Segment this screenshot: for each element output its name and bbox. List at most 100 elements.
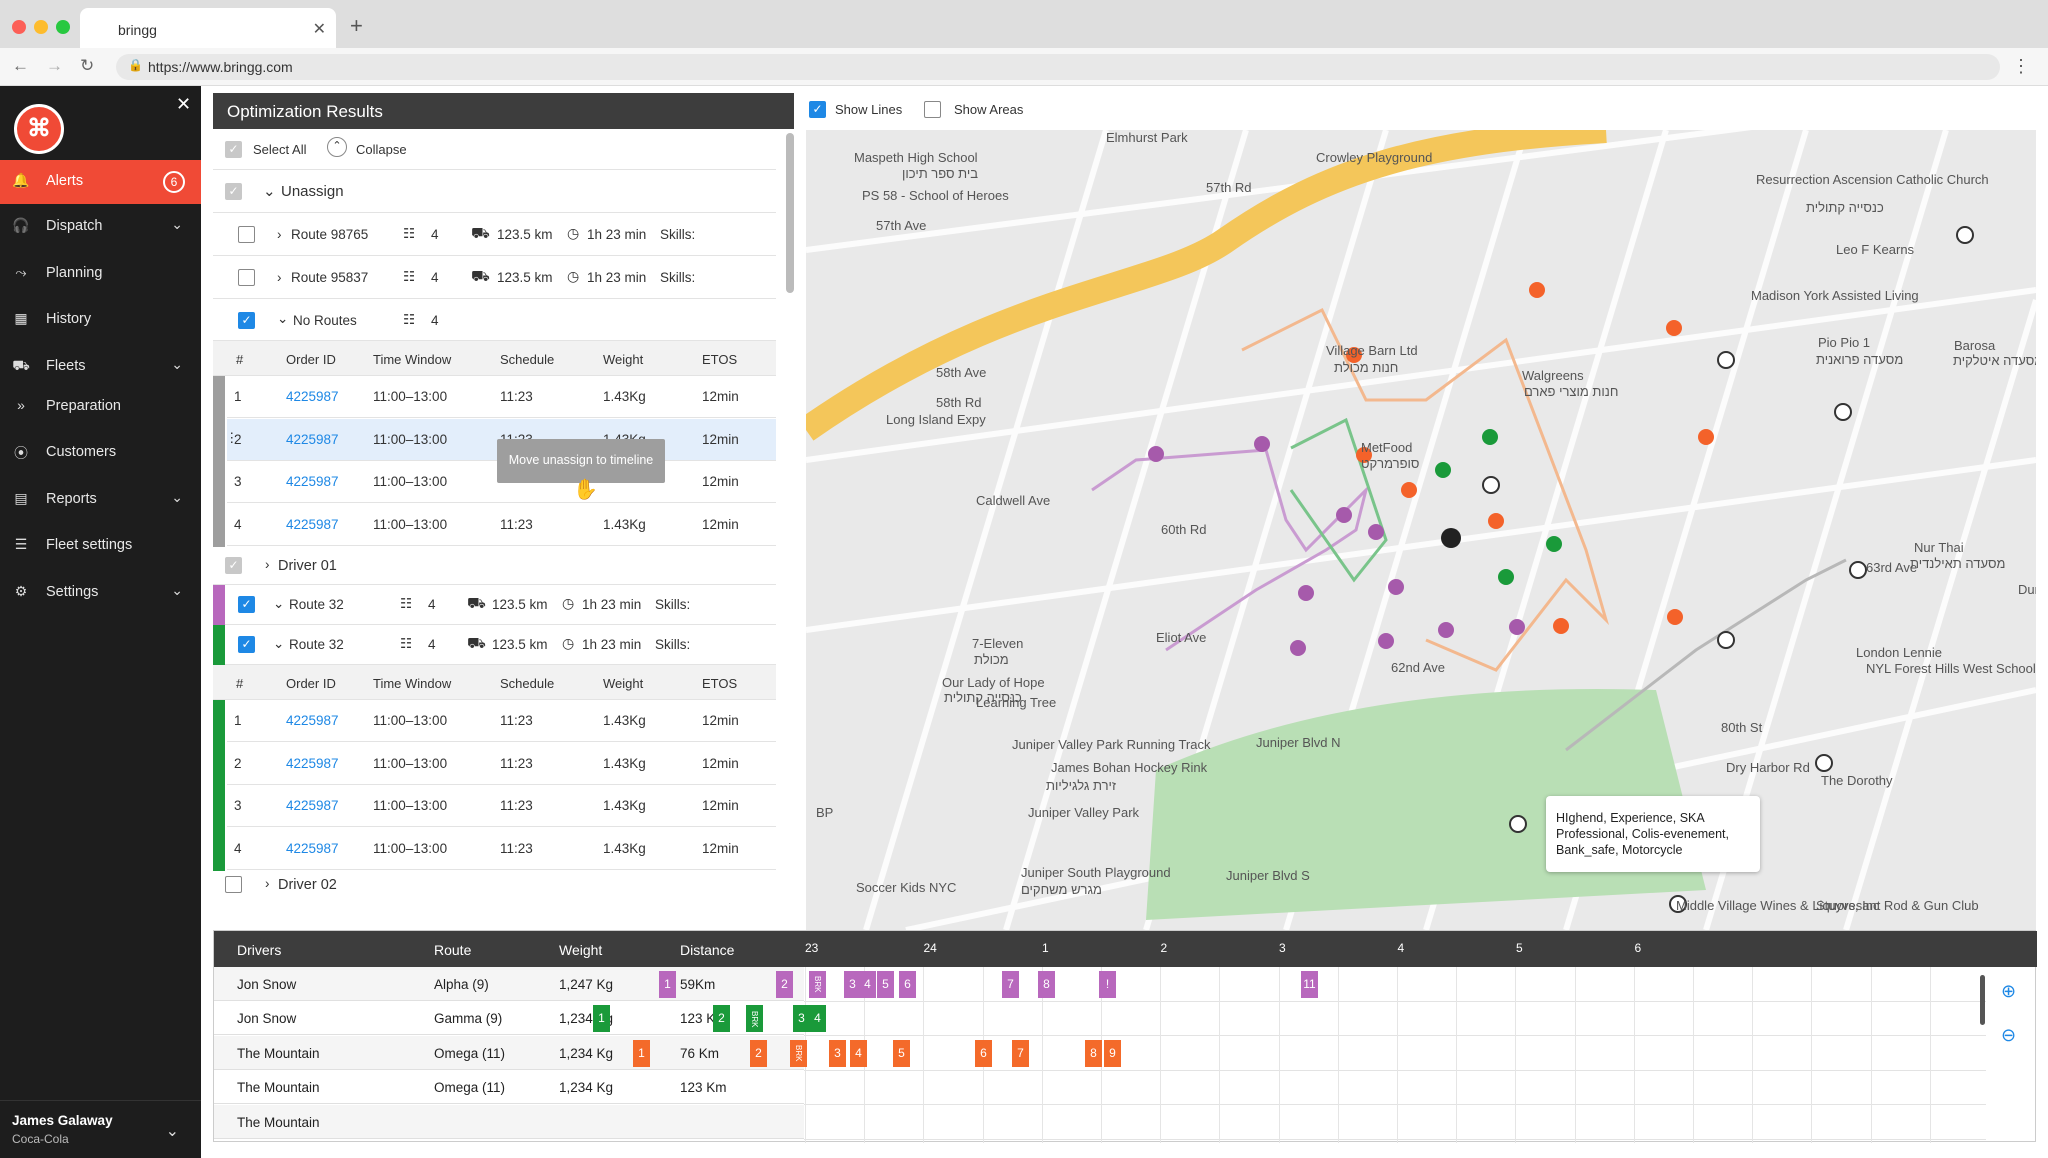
sidebar-item-fleet-settings[interactable]: ☰ Fleet settings bbox=[0, 524, 201, 568]
order-row[interactable]: 4 4225987 11:00–13:00 11:23 1.43Kg 12min bbox=[227, 504, 776, 547]
order-id[interactable]: 4225987 bbox=[286, 431, 339, 447]
zoom-in-icon[interactable]: ⊕ bbox=[2001, 981, 2017, 1001]
order-row[interactable]: 1 4225987 11:00–13:00 11:23 1.43Kg 12min bbox=[227, 700, 776, 742]
timeline-stop[interactable]: 2 bbox=[713, 1005, 730, 1033]
sidebar-close-icon[interactable]: ✕ bbox=[176, 94, 192, 114]
timeline-stop[interactable]: 1 bbox=[633, 1039, 650, 1067]
order-row[interactable]: 2 4225987 11:00–13:00 11:23 1.43Kg 12min bbox=[227, 743, 776, 785]
timeline-stop[interactable]: 3 bbox=[844, 971, 861, 998]
no-routes-checkbox[interactable]: ✓ bbox=[238, 312, 255, 329]
timeline-stop[interactable]: 3 bbox=[793, 1005, 810, 1033]
no-routes-row[interactable]: ✓ ⌄ No Routes ☷ 4 bbox=[213, 300, 776, 341]
unassign-group-row[interactable]: ✓ ⌄ Unassign bbox=[213, 171, 776, 213]
order-id[interactable]: 4225987 bbox=[286, 474, 339, 490]
driver-checkbox[interactable]: ✓ bbox=[225, 557, 242, 574]
timeline-stop[interactable]: BRK bbox=[746, 1005, 763, 1033]
route-map[interactable]: Elmhurst Park Maspeth High School בית ספר … bbox=[806, 130, 2036, 930]
timeline-driver: The Mountain bbox=[237, 1114, 320, 1130]
timeline-stop[interactable]: 1 bbox=[659, 971, 676, 998]
timeline-stop[interactable]: 2 bbox=[776, 971, 793, 998]
sidebar-item-fleets[interactable]: ⛟ Fleets ⌄ bbox=[0, 345, 201, 389]
timeline-hour-label: 5 bbox=[1516, 941, 1523, 955]
sidebar-item-reports[interactable]: ▤ Reports ⌄ bbox=[0, 478, 201, 522]
route-row[interactable]: › Route 95837 ☷ 4 ⛟ 123.5 km ◷ 1h 23 min… bbox=[213, 257, 776, 299]
timeline-row[interactable]: The Mountain bbox=[214, 1104, 804, 1139]
timeline-stop[interactable]: 4 bbox=[809, 1005, 826, 1033]
order-id[interactable]: 4225987 bbox=[286, 713, 339, 728]
close-window-icon[interactable] bbox=[12, 20, 26, 34]
timeline-stop[interactable]: 1 bbox=[593, 1005, 610, 1033]
timeline-stop[interactable]: 2 bbox=[750, 1039, 767, 1067]
sidebar-item-settings[interactable]: ⚙ Settings ⌄ bbox=[0, 571, 201, 615]
forward-icon[interactable]: → bbox=[46, 56, 63, 75]
sidebar-item-customers[interactable]: ⦿ Customers bbox=[0, 431, 201, 475]
reload-icon[interactable]: ↻ bbox=[80, 56, 95, 75]
order-id[interactable]: 4225987 bbox=[286, 798, 339, 814]
timeline-stop[interactable]: 4 bbox=[850, 1039, 867, 1067]
show-areas-checkbox[interactable] bbox=[924, 101, 941, 118]
bringg-logo[interactable]: ⌘ bbox=[14, 104, 64, 154]
skills-info-popup: HIghend, Experience, SKA Professional, C… bbox=[1546, 796, 1760, 872]
order-row[interactable]: 3 4225987 11:00–13:00 12min bbox=[227, 461, 776, 504]
timeline-stop[interactable]: 8 bbox=[1085, 1039, 1102, 1067]
timeline-stop[interactable]: 8 bbox=[1038, 971, 1055, 998]
timeline-stop[interactable]: 7 bbox=[1012, 1039, 1029, 1067]
sidebar-item-dispatch[interactable]: 🎧 Dispatch ⌄ bbox=[0, 205, 201, 249]
zoom-out-icon[interactable]: ⊖ bbox=[2001, 1025, 2017, 1045]
collapse-button[interactable]: Collapse bbox=[356, 142, 407, 157]
drag-handle-icon[interactable]: ⋮ bbox=[225, 429, 239, 445]
order-id[interactable]: 4225987 bbox=[286, 841, 339, 857]
order-id[interactable]: 4225987 bbox=[286, 389, 339, 404]
timeline-stop[interactable]: 11 bbox=[1301, 971, 1318, 998]
timeline-stop[interactable]: 3 bbox=[829, 1039, 846, 1067]
order-id[interactable]: 4225987 bbox=[286, 517, 339, 533]
sidebar-item-history[interactable]: ▦ History bbox=[0, 298, 201, 342]
timeline-stop[interactable]: 9 bbox=[1104, 1039, 1121, 1067]
collapse-icon[interactable]: ⌃ bbox=[327, 137, 347, 157]
show-lines-checkbox[interactable]: ✓ bbox=[809, 101, 826, 118]
minimize-window-icon[interactable] bbox=[34, 20, 48, 34]
unassign-checkbox[interactable]: ✓ bbox=[225, 183, 242, 200]
route-checkbox[interactable]: ✓ bbox=[238, 596, 255, 613]
order-row[interactable]: 3 4225987 11:00–13:00 11:23 1.43Kg 12min bbox=[227, 785, 776, 828]
close-tab-icon[interactable]: ✕ bbox=[312, 21, 326, 38]
url-field[interactable]: 🔒 https://www.bringg.com bbox=[116, 54, 2000, 80]
timeline-row[interactable]: Jon Snow Alpha (9) 1,247 Kg 59Km bbox=[214, 967, 804, 1001]
timeline-stop[interactable]: BRK bbox=[790, 1039, 807, 1067]
timeline-stop[interactable]: 5 bbox=[877, 971, 894, 998]
driver-checkbox[interactable] bbox=[225, 876, 242, 893]
browser-menu-icon[interactable]: ⋮ bbox=[2012, 56, 2030, 76]
route-checkbox[interactable] bbox=[238, 269, 255, 286]
timeline-row[interactable]: The Mountain Omega (11) 1,234 Kg 123 Km bbox=[214, 1070, 804, 1105]
new-tab-icon[interactable]: + bbox=[350, 13, 363, 38]
order-row[interactable]: 1 4225987 11:00–13:00 11:23 1.43Kg 12min bbox=[227, 376, 776, 418]
route-row[interactable]: › Route 98765 ☷ 4 ⛟ 123.5 km ◷ 1h 23 min… bbox=[213, 214, 776, 256]
timeline-stop[interactable]: ! bbox=[1099, 971, 1116, 998]
timeline-stop[interactable]: 6 bbox=[899, 971, 916, 998]
browser-tab[interactable]: bringg ✕ bbox=[80, 8, 336, 48]
timeline-stop[interactable]: BRK bbox=[809, 971, 826, 998]
driver-group-row[interactable]: ✓ › Driver 01 bbox=[213, 547, 776, 585]
order-row[interactable]: 4 4225987 11:00–13:00 11:23 1.43Kg 12min bbox=[227, 828, 776, 871]
maximize-window-icon[interactable] bbox=[56, 20, 70, 34]
user-account[interactable]: James Galaway Coca-Cola ⌄ bbox=[0, 1100, 201, 1158]
route-checkbox[interactable] bbox=[238, 226, 255, 243]
timeline-stop[interactable]: 5 bbox=[893, 1039, 910, 1067]
timeline-scrollbar[interactable] bbox=[1980, 975, 1985, 1025]
timeline-stop[interactable]: 4 bbox=[859, 971, 876, 998]
select-all-checkbox[interactable]: ✓ bbox=[225, 141, 242, 158]
driver-route-row[interactable]: ✓ ⌄ Route 32 ☷ 4 ⛟ 123.5 km ◷ 1h 23 min … bbox=[213, 585, 776, 625]
route-checkbox[interactable]: ✓ bbox=[238, 636, 255, 653]
timeline-row[interactable]: The Mountain Omega (11) 1,234 Kg 76 Km bbox=[214, 1035, 804, 1070]
driver-group-row[interactable]: › Driver 02 bbox=[213, 871, 776, 901]
sidebar-item-alerts[interactable]: 🔔 Alerts 6 bbox=[0, 160, 201, 204]
sidebar-item-preparation[interactable]: » Preparation bbox=[0, 385, 201, 429]
map-pins[interactable] bbox=[1148, 226, 1974, 913]
back-icon[interactable]: ← bbox=[12, 56, 29, 75]
sidebar-item-planning[interactable]: ⤳ Planning bbox=[0, 252, 201, 296]
panel-scrollbar[interactable] bbox=[786, 133, 794, 293]
timeline-stop[interactable]: 7 bbox=[1002, 971, 1019, 998]
driver-route-row[interactable]: ✓ ⌄ Route 32 ☷ 4 ⛟ 123.5 km ◷ 1h 23 min … bbox=[213, 625, 776, 665]
order-id[interactable]: 4225987 bbox=[286, 755, 339, 771]
timeline-stop[interactable]: 6 bbox=[975, 1039, 992, 1067]
